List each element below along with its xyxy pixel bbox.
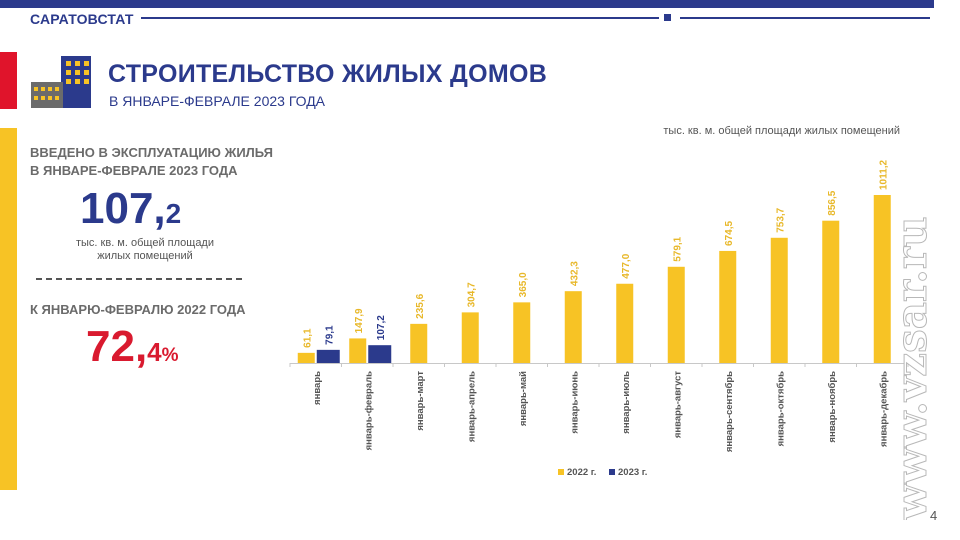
commissioned-unit: тыс. кв. м. общей площади жилых помещени… [60, 237, 230, 263]
bar-2022 [564, 291, 582, 363]
category-label: январь-июль [621, 371, 632, 434]
red-accent-bar [0, 52, 17, 109]
bar-2022 [461, 312, 479, 363]
bar-2023 [368, 345, 392, 363]
bar-2022 [719, 250, 737, 363]
data-label-2022: 304,7 [466, 282, 477, 307]
dashed-divider [36, 278, 242, 280]
bar-2023 [316, 349, 340, 363]
comparison-percent-int: 72, [86, 322, 148, 371]
commissioned-label: ВВЕДЕНО В ЭКСПЛУАТАЦИЮ ЖИЛЬЯ В ЯНВАРЕ-ФЕ… [30, 144, 273, 180]
data-label-2022: 477,0 [621, 253, 632, 278]
data-label-2022: 432,3 [569, 261, 580, 286]
bar-2022 [349, 338, 367, 363]
bar-2022 [667, 266, 685, 363]
category-label: январь-февраль [363, 371, 374, 451]
category-label: январь-апрель [466, 371, 477, 442]
comparison-percent-sign: % [161, 345, 179, 366]
data-label-2022: 753,7 [775, 207, 786, 232]
yellow-accent-bar [0, 128, 17, 490]
bar-2022 [822, 220, 840, 363]
commissioned-value-dec: 2 [165, 198, 182, 229]
data-label-2022: 61,1 [302, 328, 313, 348]
category-label: январь-сентябрь [724, 371, 735, 452]
commissioned-unit-line2: жилых помещений [97, 250, 193, 262]
data-label-2022: 856,5 [827, 190, 838, 215]
data-label-2023: 107,2 [376, 315, 387, 340]
category-label: январь [312, 371, 323, 405]
legend-swatch-2023 [609, 469, 615, 475]
buildings-icon [31, 56, 91, 108]
legend-label-2023: 2023 г. [618, 467, 647, 478]
bar-2022 [873, 195, 891, 363]
commissioned-unit-line1: тыс. кв. м. общей площади [75, 237, 214, 249]
bar-2022 [770, 237, 788, 363]
page-title: СТРОИТЕЛЬСТВО ЖИЛЫХ ДОМОВ [108, 60, 548, 88]
header-rule-right [680, 17, 930, 19]
commissioned-value: 107,2 [80, 184, 181, 234]
watermark: www.vzsar.ru [898, 216, 937, 520]
category-label: январь-ноябрь [827, 371, 838, 443]
page-number: 4 [930, 508, 938, 523]
header-square [664, 14, 671, 21]
data-label-2022: 365,0 [518, 272, 529, 297]
category-label: январь-март [415, 371, 426, 431]
header-rule [141, 17, 659, 19]
data-label-2022: 147,9 [354, 308, 365, 333]
chart-title: тыс. кв. м. общей площади жилых помещени… [663, 125, 900, 137]
bar-2022 [410, 323, 428, 363]
commissioned-value-int: 107, [80, 184, 166, 233]
legend-swatch-2022 [558, 469, 564, 475]
bar-2022 [297, 352, 315, 363]
comparison-percent: 72,4% [86, 322, 179, 372]
comparison-label: К ЯНВАРЮ-ФЕВРАЛЮ 2022 ГОДА [30, 302, 246, 317]
data-label-2023: 79,1 [324, 325, 335, 345]
page-subtitle: В ЯНВАРЕ-ФЕВРАЛЕ 2023 ГОДА [109, 93, 326, 109]
category-label: январь-октябрь [775, 371, 786, 447]
top-bar [0, 0, 934, 8]
comparison-percent-dec: 4 [147, 337, 162, 367]
category-label: январь-май [518, 371, 529, 426]
category-label: январь-декабрь [878, 371, 889, 447]
watermark-text: www.vzsar.ru [898, 216, 936, 520]
commissioned-label-line1: ВВЕДЕНО В ЭКСПЛУАТАЦИЮ ЖИЛЬЯ [30, 145, 273, 160]
data-label-2022: 674,5 [724, 220, 735, 245]
commissioned-label-line2: В ЯНВАРЕ-ФЕВРАЛЕ 2023 ГОДА [30, 163, 238, 178]
data-label-2022: 579,1 [672, 236, 683, 261]
bar-2022 [513, 302, 531, 363]
category-label: январь-август [672, 371, 683, 438]
category-label: январь-июнь [569, 371, 580, 434]
legend-label-2022: 2022 г. [567, 467, 596, 478]
data-label-2022: 1011,2 [878, 160, 889, 190]
brand-name: САРАТОВСТАТ [30, 11, 134, 27]
bar-2022 [616, 283, 634, 363]
data-label-2022: 235,6 [415, 293, 426, 318]
